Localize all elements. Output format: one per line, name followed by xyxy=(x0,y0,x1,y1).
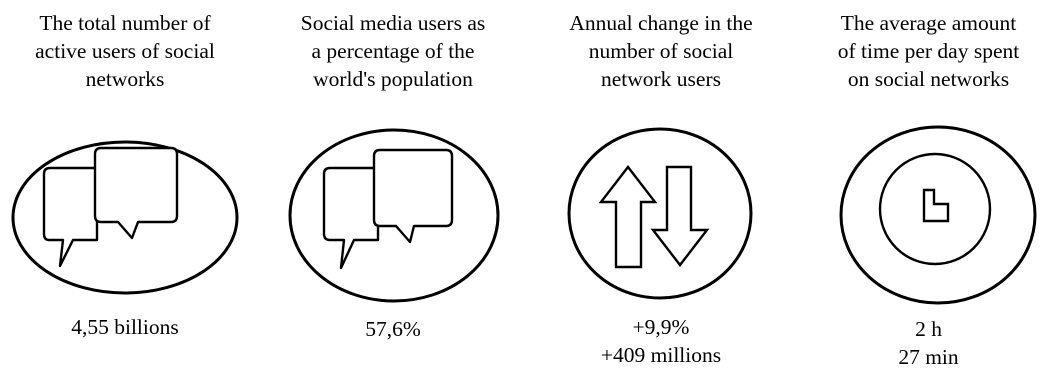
stat-value: 57,6% xyxy=(365,317,421,341)
clock-icon xyxy=(838,124,1038,306)
stat-daily-time: The average amount of time per day spent… xyxy=(816,0,1041,369)
stat-population-percentage: Social media users as a percentage of th… xyxy=(268,0,518,369)
stat-title: Social media users as a percentage of th… xyxy=(300,11,486,91)
speech-bubbles-icon xyxy=(11,140,239,295)
stat-value: 2 h 27 min xyxy=(898,317,959,369)
speech-bubbles-icon xyxy=(288,128,500,303)
stat-title: The total number of active users of soci… xyxy=(35,11,215,91)
up-down-arrows-icon xyxy=(567,127,753,300)
stat-total-active-users: The total number of active users of soci… xyxy=(0,0,250,369)
stat-title: The average amount of time per day spent… xyxy=(837,11,1020,91)
stat-title: Annual change in the number of social ne… xyxy=(569,11,753,91)
stat-annual-change: Annual change in the number of social ne… xyxy=(548,0,774,369)
stat-value: 4,55 billions xyxy=(71,315,179,339)
stat-value: +9,9% +409 millions xyxy=(600,315,722,367)
